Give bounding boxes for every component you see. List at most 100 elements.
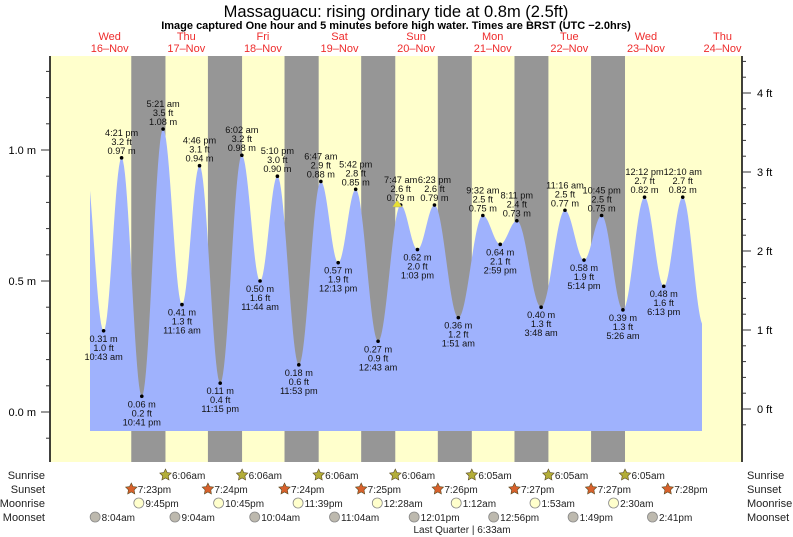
moonset-icon bbox=[408, 511, 420, 523]
high-tide-time-label: 11:16 am bbox=[546, 180, 584, 190]
sunrise-time: 6:05am bbox=[632, 471, 665, 482]
high-tide-ft-label: 2.5 ft bbox=[555, 189, 576, 199]
low-tide-point bbox=[661, 284, 666, 289]
high-tide-time-label: 5:10 pm bbox=[261, 146, 295, 156]
high-tide-m-label: 0.82 m bbox=[630, 185, 658, 195]
high-tide-m-label: 0.97 m bbox=[108, 146, 136, 156]
sunset-time: 7:25pm bbox=[368, 485, 401, 496]
sunset-icon bbox=[661, 482, 675, 495]
high-tide-m-label: 0.73 m bbox=[503, 209, 531, 219]
moonset-icon bbox=[488, 511, 500, 523]
high-tide-ft-label: 3.2 ft bbox=[232, 134, 253, 144]
low-tide-time-label: 12:13 pm bbox=[319, 284, 358, 294]
moonset-icon bbox=[647, 511, 658, 523]
low-tide-point bbox=[376, 339, 380, 344]
low-tide-time-label: 10:41 pm bbox=[123, 417, 162, 427]
day-name-label: Wed bbox=[635, 31, 657, 43]
high-tide-m-label: 0.79 m bbox=[387, 193, 415, 203]
day-labels: Wed16–NovThu17–NovFri18–NovSat19–NovSun2… bbox=[91, 31, 742, 55]
low-tide-ft-label: 0.4 ft bbox=[210, 395, 231, 405]
high-tide-ft-label: 3.2 ft bbox=[111, 137, 132, 147]
low-tide-time-label: 5:26 am bbox=[606, 331, 640, 341]
moonset-icon bbox=[567, 511, 579, 523]
day-name-label: Thu bbox=[177, 31, 196, 43]
low-tide-ft-label: 0.2 ft bbox=[132, 408, 153, 418]
day-name-label: Fri bbox=[256, 31, 269, 43]
moonrise-time: 1:12am bbox=[463, 499, 496, 510]
sunrise-time: 6:06am bbox=[325, 471, 358, 482]
sunrise-icon bbox=[542, 468, 555, 481]
low-tide-point bbox=[180, 302, 184, 307]
right-tick-label: 2 ft bbox=[757, 246, 772, 258]
high-tide-m-label: 0.94 m bbox=[185, 154, 213, 164]
moonrise-time: 12:28am bbox=[384, 499, 423, 510]
low-tide-point bbox=[415, 247, 420, 252]
moonset-row-label-left: Moonset bbox=[3, 512, 45, 524]
right-tick-label: 4 ft bbox=[757, 88, 772, 100]
low-tide-ft-label: 2.0 ft bbox=[407, 262, 428, 272]
low-tide-ft-label: 1.3 ft bbox=[172, 317, 193, 327]
low-tide-time-label: 11:16 am bbox=[163, 326, 201, 336]
moonset-time: 1:49pm bbox=[580, 513, 613, 524]
high-tide-m-label: 0.75 m bbox=[469, 204, 497, 214]
moonset-time: 9:04am bbox=[181, 513, 214, 524]
high-tide-time-label: 5:42 pm bbox=[339, 159, 373, 169]
sunset-icon bbox=[201, 482, 215, 495]
low-tide-time-label: 12:43 am bbox=[359, 362, 398, 372]
high-tide-ft-label: 2.4 ft bbox=[507, 200, 528, 210]
low-tide-time-label: 2:59 pm bbox=[484, 265, 518, 275]
moonset-time: 2:41pm bbox=[659, 513, 692, 524]
right-tick-label: 0 ft bbox=[757, 404, 772, 416]
day-date-label: 18–Nov bbox=[244, 43, 282, 55]
left-tick-label: 0.5 m bbox=[8, 276, 36, 288]
moonset-row-label-right: Moonset bbox=[747, 512, 789, 524]
high-tide-m-label: 0.77 m bbox=[551, 198, 579, 208]
sunrise-icon bbox=[465, 468, 479, 481]
day-name-label: Tue bbox=[560, 31, 579, 43]
high-tide-point bbox=[680, 195, 685, 199]
moonset-icon bbox=[89, 511, 101, 523]
high-tide-point bbox=[599, 213, 604, 218]
low-tide-point bbox=[498, 242, 503, 247]
day-name-label: Mon bbox=[482, 31, 503, 43]
high-tide-time-label: 7:47 am bbox=[384, 175, 418, 185]
sunset-time: 7:26pm bbox=[444, 485, 477, 496]
sunrise-time: 6:05am bbox=[555, 471, 588, 482]
high-tide-ft-label: 2.7 ft bbox=[634, 176, 655, 186]
high-tide-ft-label: 2.8 ft bbox=[345, 168, 366, 178]
high-tide-point bbox=[432, 203, 437, 207]
sunrise-time: 6:06am bbox=[172, 471, 205, 482]
sunrise-time: 6:05am bbox=[478, 471, 511, 482]
sunset-row-label-right: Sunset bbox=[747, 484, 781, 496]
moonrise-row-label-right: Moonrise bbox=[747, 498, 792, 510]
low-tide-point bbox=[582, 258, 586, 262]
high-tide-point bbox=[161, 127, 165, 131]
day-date-label: 17–Nov bbox=[167, 43, 205, 55]
right-tick-label: 1 ft bbox=[757, 325, 772, 337]
moonrise-time: 2:30am bbox=[620, 499, 653, 510]
low-tide-m-label: 0.11 m bbox=[207, 386, 235, 396]
high-tide-time-label: 4:46 pm bbox=[183, 136, 217, 146]
high-tide-time-label: 6:02 am bbox=[225, 125, 259, 135]
sunrise-row-label-right: Sunrise bbox=[747, 470, 784, 482]
day-date-label: 19–Nov bbox=[321, 43, 359, 55]
low-tide-ft-label: 1.2 ft bbox=[448, 330, 469, 340]
low-tide-point bbox=[139, 394, 144, 399]
chart-subtitle: Image captured One hour and 5 minutes be… bbox=[161, 20, 631, 32]
sunset-icon bbox=[278, 482, 291, 495]
sunrise-time: 6:06am bbox=[402, 471, 435, 482]
moonset-icon bbox=[249, 511, 261, 523]
moonrise-icon bbox=[529, 497, 541, 509]
low-tide-ft-label: 2.1 ft bbox=[490, 256, 511, 266]
moonrise-icon bbox=[450, 497, 462, 509]
sunset-time: 7:24pm bbox=[291, 485, 324, 496]
high-tide-ft-label: 3.5 ft bbox=[153, 108, 174, 118]
low-tide-ft-label: 1.3 ft bbox=[531, 319, 552, 329]
low-tide-time-label: 3:48 am bbox=[525, 328, 559, 338]
high-tide-time-label: 4:21 pm bbox=[105, 128, 139, 138]
low-tide-m-label: 0.50 m bbox=[246, 284, 274, 294]
low-tide-m-label: 0.57 m bbox=[324, 266, 352, 276]
sunrise-time: 6:06am bbox=[249, 471, 282, 482]
low-tide-m-label: 0.39 m bbox=[609, 313, 637, 323]
